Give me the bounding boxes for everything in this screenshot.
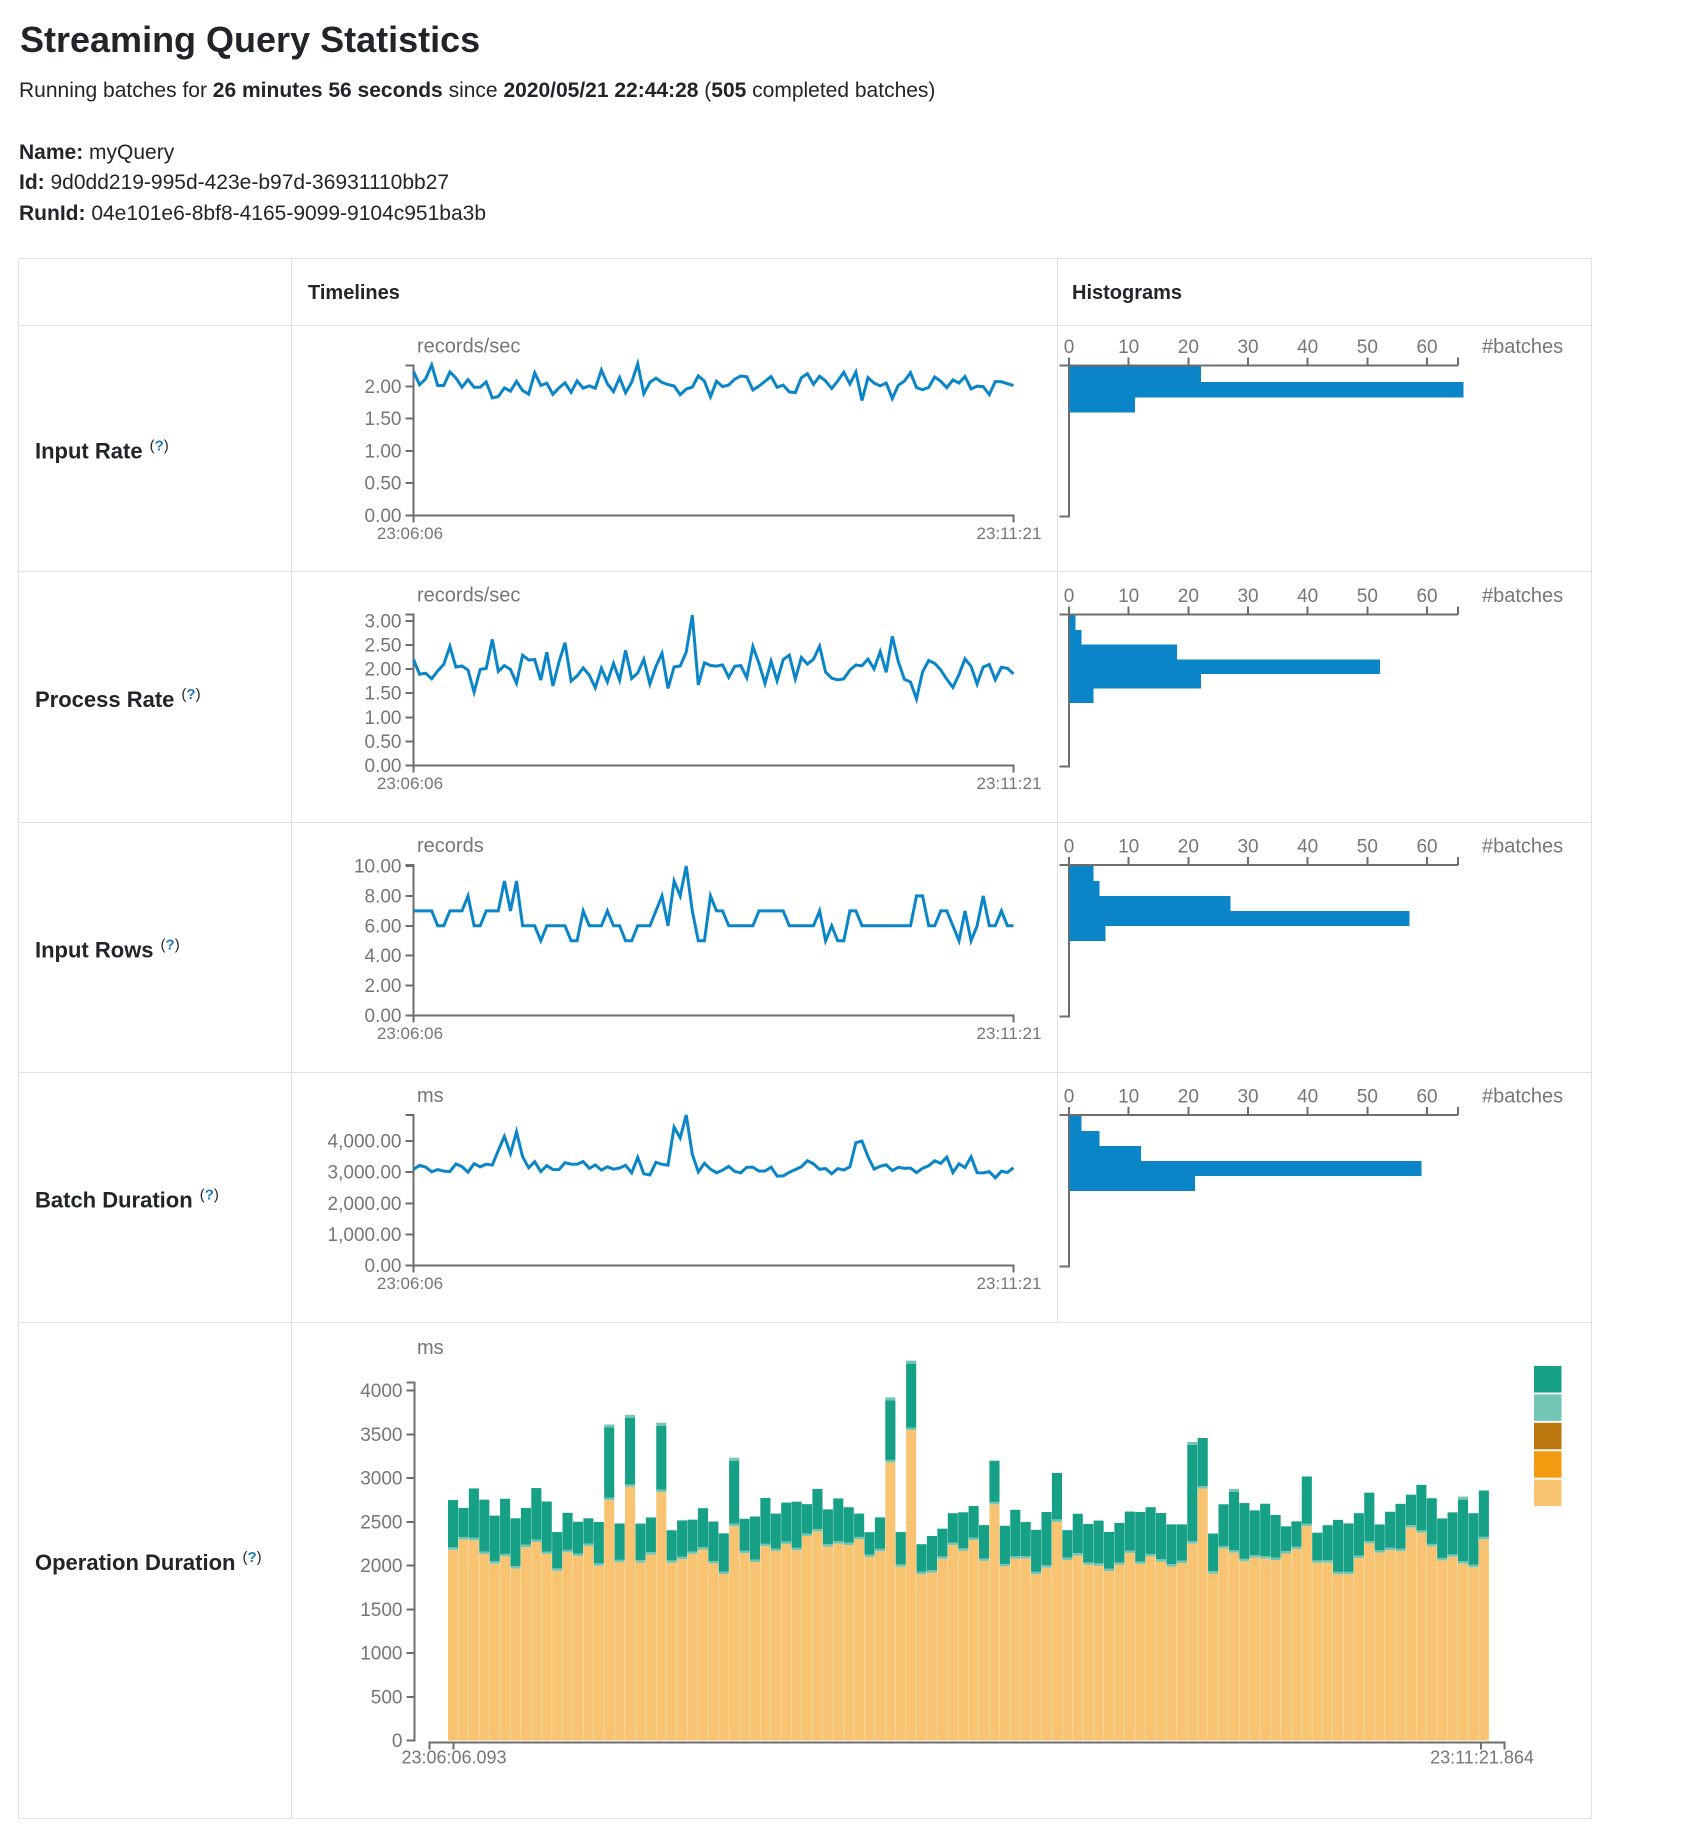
svg-text:Timelines: Timelines	[308, 282, 400, 304]
svg-text:0.00: 0.00	[365, 756, 402, 777]
svg-text:1500: 1500	[360, 1600, 402, 1621]
svg-text:40: 40	[1297, 1087, 1318, 1108]
svg-text:8.00: 8.00	[365, 886, 402, 907]
svg-text:#batches: #batches	[1482, 1086, 1563, 1108]
svg-text:0.00: 0.00	[365, 1256, 402, 1277]
svg-text:records: records	[417, 835, 484, 857]
svg-text:1.00: 1.00	[365, 708, 402, 729]
svg-text:Name: myQuery: Name: myQuery	[19, 141, 175, 164]
svg-text:2500: 2500	[360, 1512, 402, 1533]
svg-text:60: 60	[1416, 586, 1437, 607]
svg-text:2.00: 2.00	[365, 976, 402, 997]
svg-text:20: 20	[1178, 586, 1199, 607]
svg-text:records/sec: records/sec	[417, 585, 520, 607]
svg-text:3,000.00: 3,000.00	[328, 1163, 402, 1184]
svg-text:60: 60	[1416, 1087, 1437, 1108]
svg-text:Input Rows(?): Input Rows (?)	[35, 937, 180, 963]
svg-text:3500: 3500	[360, 1425, 402, 1446]
svg-text:23:06:06: 23:06:06	[377, 524, 443, 543]
svg-text:40: 40	[1297, 586, 1318, 607]
svg-text:3000: 3000	[360, 1469, 402, 1490]
svg-text:50: 50	[1357, 1087, 1378, 1108]
svg-text:10: 10	[1118, 337, 1139, 358]
svg-text:2.00: 2.00	[365, 660, 402, 681]
svg-text:6.00: 6.00	[365, 916, 402, 937]
svg-text:ms: ms	[417, 1085, 444, 1107]
svg-text:23:11:21: 23:11:21	[977, 524, 1042, 543]
svg-text:ms: ms	[417, 1337, 444, 1359]
svg-text:23:06:06: 23:06:06	[377, 1274, 443, 1293]
svg-text:2.50: 2.50	[365, 636, 402, 657]
svg-text:Streaming Query Statistics: Streaming Query Statistics	[20, 19, 480, 60]
svg-text:1.00: 1.00	[365, 441, 402, 462]
svg-text:4.00: 4.00	[365, 946, 402, 967]
svg-text:23:06:06: 23:06:06	[377, 774, 443, 793]
svg-text:0.50: 0.50	[365, 732, 402, 753]
svg-text:23:11:21: 23:11:21	[977, 774, 1042, 793]
svg-text:0: 0	[392, 1731, 403, 1752]
svg-text:0.00: 0.00	[365, 1006, 402, 1027]
svg-text:Batch Duration(?): Batch Duration (?)	[35, 1187, 219, 1213]
svg-text:#batches: #batches	[1482, 336, 1563, 358]
svg-text:20: 20	[1178, 1087, 1199, 1108]
svg-text:1000: 1000	[360, 1644, 402, 1665]
svg-text:#batches: #batches	[1482, 836, 1563, 858]
svg-text:1.50: 1.50	[365, 409, 402, 430]
svg-text:23:11:21: 23:11:21	[977, 1024, 1042, 1043]
svg-text:2.00: 2.00	[365, 377, 402, 398]
svg-text:2000: 2000	[360, 1556, 402, 1577]
svg-text:Process Rate(?): Process Rate (?)	[35, 686, 201, 712]
svg-text:60: 60	[1416, 337, 1437, 358]
svg-text:23:11:21.864: 23:11:21.864	[1430, 1748, 1534, 1768]
svg-text:40: 40	[1297, 837, 1318, 858]
svg-text:20: 20	[1178, 337, 1199, 358]
svg-text:3.00: 3.00	[365, 611, 402, 632]
svg-text:Histograms: Histograms	[1072, 282, 1182, 304]
svg-text:1,000.00: 1,000.00	[328, 1225, 402, 1246]
svg-text:4,000.00: 4,000.00	[328, 1132, 402, 1153]
svg-text:0.00: 0.00	[365, 506, 402, 527]
svg-text:0: 0	[1064, 837, 1075, 858]
svg-text:50: 50	[1357, 337, 1378, 358]
svg-text:0: 0	[1064, 1087, 1075, 1108]
svg-text:40: 40	[1297, 337, 1318, 358]
svg-text:10.00: 10.00	[354, 857, 402, 878]
svg-text:0.50: 0.50	[365, 474, 402, 495]
svg-text:23:06:06: 23:06:06	[377, 1024, 443, 1043]
svg-text:10: 10	[1118, 1087, 1139, 1108]
svg-text:Id: 9d0dd219-995d-423e-b97d-36: Id: 9d0dd219-995d-423e-b97d-36931110bb27	[19, 171, 449, 194]
svg-text:Operation Duration(?): Operation Duration (?)	[35, 1549, 262, 1575]
svg-text:20: 20	[1178, 837, 1199, 858]
svg-text:Input Rate(?): Input Rate (?)	[35, 438, 169, 464]
svg-text:30: 30	[1237, 337, 1258, 358]
svg-text:30: 30	[1237, 837, 1258, 858]
svg-text:1.50: 1.50	[365, 684, 402, 705]
svg-text:records/sec: records/sec	[417, 336, 520, 358]
svg-text:Running batches for 26 minutes: Running batches for 26 minutes 56 second…	[19, 79, 935, 102]
svg-text:2,000.00: 2,000.00	[328, 1194, 402, 1215]
svg-text:50: 50	[1357, 837, 1378, 858]
svg-text:#batches: #batches	[1482, 585, 1563, 607]
svg-text:500: 500	[371, 1687, 403, 1708]
svg-text:30: 30	[1237, 1087, 1258, 1108]
svg-text:30: 30	[1237, 586, 1258, 607]
svg-text:23:06:06.093: 23:06:06.093	[401, 1748, 506, 1768]
svg-text:10: 10	[1118, 586, 1139, 607]
svg-text:4000: 4000	[360, 1381, 402, 1402]
svg-text:50: 50	[1357, 586, 1378, 607]
svg-text:23:11:21: 23:11:21	[977, 1274, 1042, 1293]
svg-text:0: 0	[1064, 586, 1075, 607]
svg-text:60: 60	[1416, 837, 1437, 858]
svg-text:RunId: 04e101e6-8bf8-4165-9099: RunId: 04e101e6-8bf8-4165-9099-9104c951b…	[19, 202, 486, 225]
svg-text:10: 10	[1118, 837, 1139, 858]
svg-text:0: 0	[1064, 337, 1075, 358]
